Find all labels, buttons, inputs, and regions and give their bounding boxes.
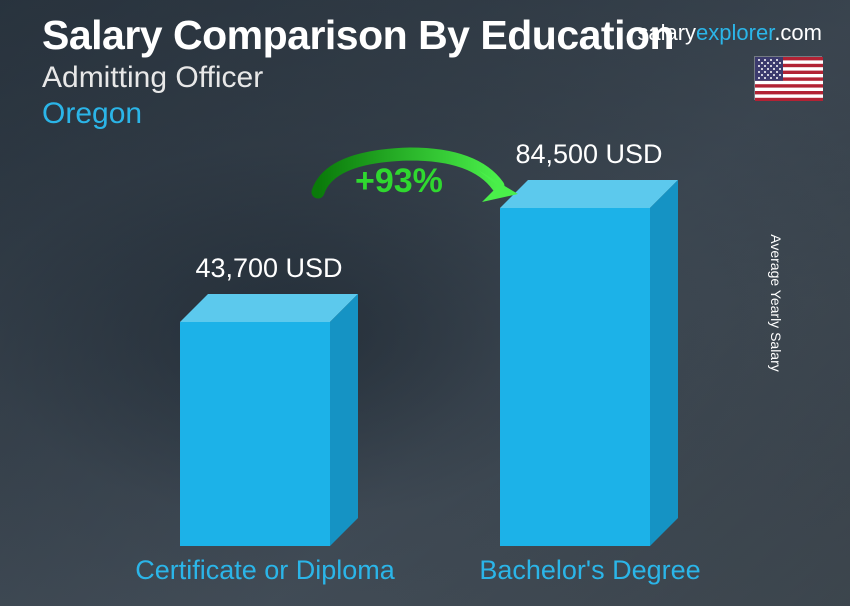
bar-top-face — [500, 180, 678, 208]
bar-top-face — [180, 294, 358, 322]
percentage-increase-badge: +93% — [355, 162, 443, 201]
bar-front-face — [180, 322, 330, 546]
bar-side-face — [330, 294, 358, 546]
brand-part2: explorer — [696, 20, 774, 45]
bar-category-label: Certificate or Diploma — [115, 555, 415, 586]
brand-part1: salary — [637, 20, 696, 45]
job-title: Admitting Officer — [42, 61, 830, 95]
flag-icon — [754, 56, 822, 100]
location: Oregon — [42, 97, 830, 131]
brand-logo: salaryexplorer.com — [637, 20, 822, 46]
bar-front-face — [500, 208, 650, 546]
bar-side-face — [650, 180, 678, 546]
brand-part3: .com — [774, 20, 822, 45]
bar-value-label: 43,700 USD — [170, 253, 368, 284]
bar-chart: 43,700 USD 84,500 USD Certificate or Dip… — [0, 152, 850, 592]
bar-category-label: Bachelor's Degree — [440, 555, 740, 586]
